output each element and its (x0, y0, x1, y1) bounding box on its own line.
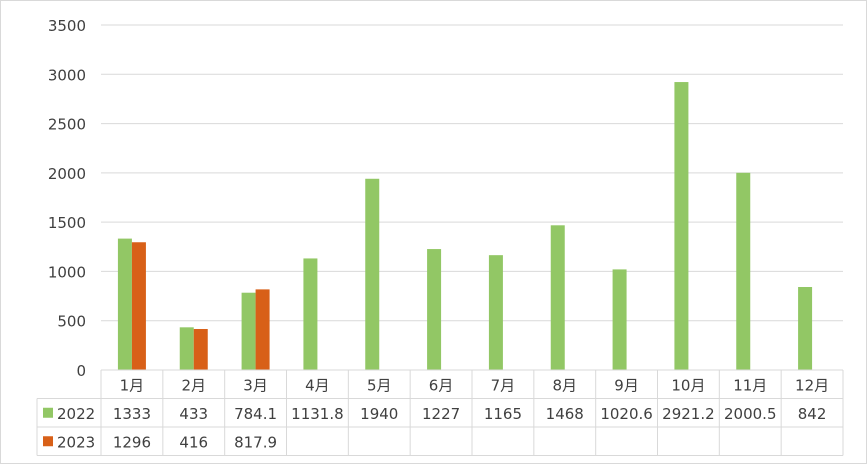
data-value-label: 842 (798, 405, 827, 423)
bar-2022-5 (365, 178, 380, 370)
y-tick-label: 3500 (48, 17, 86, 35)
category-label: 2月 (181, 376, 206, 394)
bar-2022-7 (488, 255, 503, 370)
data-value-label: 2921.2 (662, 405, 715, 423)
bar-2022-9 (612, 269, 627, 370)
bar-2023-2 (193, 328, 208, 370)
data-value-label: 1940 (360, 405, 398, 423)
bar-2022-6 (427, 249, 442, 370)
category-label: 1月 (120, 376, 145, 394)
bar-2023-1 (131, 242, 146, 370)
category-label: 8月 (552, 376, 577, 394)
bars (117, 82, 813, 370)
data-value-label: 1468 (546, 405, 584, 423)
category-label: 6月 (429, 376, 454, 394)
category-label: 3月 (243, 376, 268, 394)
series-name: 2022 (57, 405, 95, 423)
data-value-label: 817.9 (234, 433, 277, 451)
y-tick-label: 1500 (48, 214, 86, 232)
y-tick-label: 2000 (48, 165, 86, 183)
bar-2022-8 (550, 225, 565, 370)
bar-2022-11 (736, 172, 751, 370)
legend-key-2023 (43, 436, 53, 447)
bar-2022-3 (241, 292, 256, 370)
data-value-label: 1296 (113, 433, 151, 451)
y-tick-label: 0 (76, 362, 86, 380)
data-value-label: 416 (179, 433, 208, 451)
y-tick-label: 500 (57, 313, 86, 331)
category-label: 10月 (671, 376, 705, 394)
data-value-label: 1131.8 (291, 405, 344, 423)
series-name: 2023 (57, 433, 95, 451)
data-table: 1月 2月 3月 4月 5月 6月 7月 8月 9月 10月 11月 12月 2022 1333 433 78… (36, 369, 844, 456)
y-tick-label: 1000 (48, 263, 86, 281)
data-value-label: 1227 (422, 405, 460, 423)
bar-2022-10 (674, 82, 689, 370)
category-label: 4月 (305, 376, 330, 394)
bar-2022-4 (303, 258, 318, 370)
y-axis-ticks: 0 500 1000 1500 2000 2500 3000 3500 (48, 17, 86, 380)
category-label: 11月 (733, 376, 767, 394)
data-value-label: 1020.6 (600, 405, 653, 423)
bar-2022-1 (117, 238, 132, 370)
category-label: 5月 (367, 376, 392, 394)
category-label: 7月 (491, 376, 516, 394)
data-value-label: 2000.5 (724, 405, 777, 423)
y-tick-label: 2500 (48, 116, 86, 134)
bar-2023-3 (255, 289, 270, 370)
data-value-label: 1165 (484, 405, 522, 423)
category-label: 12月 (795, 376, 829, 394)
bar-2022-2 (179, 327, 194, 370)
bar-2022-12 (798, 287, 813, 370)
category-label: 9月 (614, 376, 639, 394)
legend-key-2022 (43, 407, 53, 418)
y-tick-label: 3000 (48, 66, 86, 84)
gridlines (101, 24, 843, 322)
data-value-label: 433 (179, 405, 208, 423)
data-value-label: 1333 (113, 405, 151, 423)
data-value-label: 784.1 (234, 405, 277, 423)
